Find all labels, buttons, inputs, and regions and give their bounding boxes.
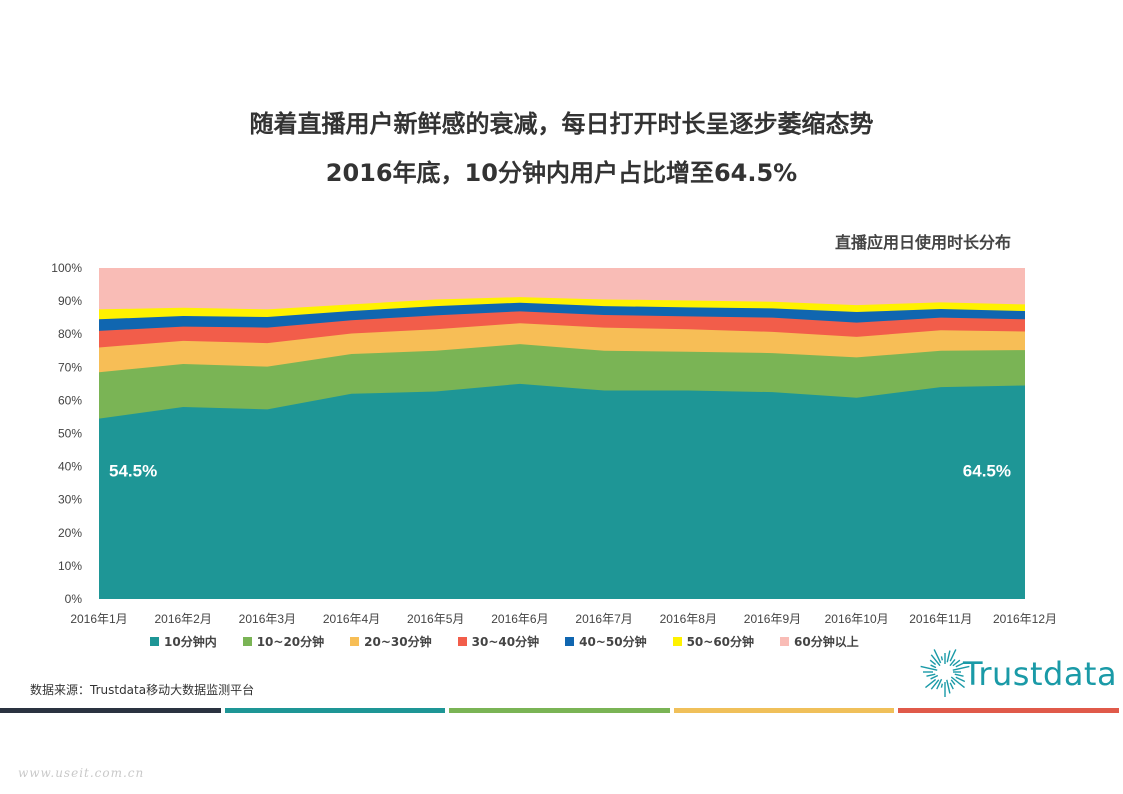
footer-color-bars — [0, 708, 1123, 713]
x-tick-label: 2016年6月 — [491, 612, 548, 626]
legend-swatch — [672, 637, 682, 646]
y-tick-label: 10% — [58, 559, 82, 573]
chart-legend: 10分钟内 10~20分钟 20~30分钟 30~40分钟 40~50分钟 50~60分钟… — [150, 633, 885, 650]
y-tick-label: 40% — [58, 460, 82, 474]
data-source: 数据来源：Trustdata移动大数据监测平台 — [30, 683, 255, 697]
legend-label: 50~60分钟 — [686, 635, 755, 649]
title-line-1: 随着直播用户新鲜感的衰减，每日打开时长呈逐步萎缩态势 — [249, 110, 874, 138]
logo-text: Trustdata — [963, 655, 1118, 693]
y-tick-label: 80% — [58, 327, 82, 341]
annotations: 54.5% 64.5% — [109, 462, 1011, 481]
x-tick-label: 2016年7月 — [575, 612, 632, 626]
trustdata-logo-icon — [920, 649, 970, 697]
y-tick-label: 20% — [58, 526, 82, 540]
footer-bar — [898, 708, 1119, 713]
legend-label: 10~20分钟 — [256, 635, 325, 649]
x-tick-label: 2016年8月 — [660, 612, 717, 626]
y-tick-label: 0% — [65, 592, 83, 606]
y-tick-label: 90% — [58, 294, 82, 308]
watermark: www.useit.com.cn — [18, 766, 145, 780]
legend-label: 60分钟以上 — [794, 635, 859, 649]
legend-item: 30~40分钟 — [457, 633, 540, 650]
legend-swatch — [565, 637, 575, 646]
x-tick-label: 2016年10月 — [825, 612, 889, 626]
legend-label: 30~40分钟 — [471, 635, 540, 649]
legend-swatch — [780, 637, 790, 646]
data-label: 64.5% — [963, 462, 1011, 481]
legend-swatch — [242, 637, 252, 646]
chart-title: 直播应用日使用时长分布 — [834, 233, 1011, 252]
stacked-area-chart: 0% 10% 20% 30% 40% 50% 60% 70% 80% 90% 100% 2016年1… — [51, 261, 1057, 626]
y-tick-label: 100% — [51, 261, 82, 275]
legend-label: 20~30分钟 — [364, 635, 432, 649]
y-tick-label: 70% — [58, 360, 82, 374]
area-layers — [99, 268, 1025, 599]
legend-label: 40~50分钟 — [579, 635, 647, 649]
x-tick-label: 2016年12月 — [993, 612, 1057, 626]
footer-bar — [0, 708, 221, 713]
x-tick-label: 2016年5月 — [407, 612, 464, 626]
x-tick-label: 2016年2月 — [154, 612, 211, 626]
area-series-0 — [99, 383, 1025, 599]
y-tick-label: 60% — [58, 393, 82, 407]
title-line-2: 2016年底，10分钟内用户占比增至64.5% — [325, 159, 798, 187]
footer-bar — [449, 708, 670, 713]
legend-item: 10~20分钟 — [242, 633, 325, 650]
legend-item: 40~50分钟 — [565, 633, 647, 650]
legend-label: 10分钟内 — [164, 635, 217, 649]
x-tick-label: 2016年9月 — [744, 612, 801, 626]
x-axis: 2016年1月 2016年2月 2016年3月 2016年4月 2016年5月 2016年… — [70, 612, 1057, 626]
legend-swatch — [350, 637, 360, 646]
x-tick-label: 2016年3月 — [239, 612, 296, 626]
legend-item: 20~30分钟 — [350, 633, 432, 650]
legend-swatch — [457, 637, 467, 646]
x-tick-label: 2016年4月 — [323, 612, 380, 626]
footer-bar — [673, 708, 895, 713]
y-tick-label: 30% — [58, 493, 82, 507]
y-tick-label: 50% — [58, 427, 82, 441]
footer-bar — [224, 708, 446, 713]
legend-item: 50~60分钟 — [672, 633, 755, 650]
x-tick-label: 2016年1月 — [70, 612, 127, 626]
legend-item: 60分钟以上 — [780, 633, 859, 650]
legend-swatch — [150, 637, 159, 646]
data-label: 54.5% — [109, 462, 157, 481]
legend-item: 10分钟内 — [150, 633, 217, 650]
x-tick-label: 2016年11月 — [909, 612, 972, 626]
y-axis: 0% 10% 20% 30% 40% 50% 60% 70% 80% 90% 100% — [51, 261, 82, 606]
